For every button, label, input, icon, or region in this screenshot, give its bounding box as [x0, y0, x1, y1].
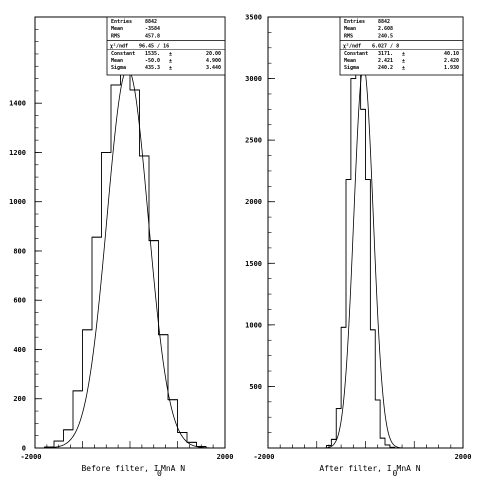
fit-param-label: Sigma — [344, 65, 359, 71]
fit-param-label: Constant — [344, 51, 368, 57]
stats-value: 457.8 — [145, 33, 160, 39]
stats-label: RMS — [111, 33, 120, 39]
stats-box — [339, 16, 464, 76]
stats-box — [106, 16, 226, 76]
x-axis-title: Before filter, I — [81, 464, 158, 473]
stats-label: RMS — [344, 33, 353, 39]
chi2-label: χ²/ndf — [110, 44, 128, 50]
stats-label: Entries — [111, 19, 132, 25]
plus-minus-sign: ± — [169, 59, 172, 65]
y-tick-label: 3000 — [245, 75, 262, 83]
stats-value: -3584 — [145, 26, 160, 32]
y-tick-label: 1000 — [9, 198, 26, 206]
fit-param-error: 20.00 — [206, 51, 221, 57]
y-tick-label: 600 — [13, 297, 26, 305]
stats-label: Mean — [111, 26, 123, 32]
plus-minus-sign: ± — [169, 51, 172, 57]
fit-param-value: -50.0 — [145, 58, 160, 64]
fit-param-error: 3.440 — [206, 65, 221, 71]
x-tick-label-min: -2000 — [253, 453, 274, 461]
y-tick-label: 2500 — [245, 137, 262, 145]
stats-label: Mean — [344, 26, 356, 32]
y-tick-label: 1200 — [9, 149, 26, 157]
plot-frame — [267, 16, 464, 449]
histogram-outline — [326, 55, 396, 448]
fit-param-label: Constant — [111, 51, 135, 57]
fit-param-label: Mean — [344, 58, 356, 64]
y-tick-label: 3500 — [245, 14, 262, 22]
fit-param-value: 3171. — [378, 51, 393, 57]
plus-minus-sign: ± — [402, 59, 405, 65]
x-tick-label-max: 2000 — [455, 453, 472, 461]
fit-param-value: 1535. — [145, 51, 160, 57]
y-tick-label: 2000 — [245, 198, 262, 206]
fit-param-error: 40.10 — [444, 51, 459, 57]
fit-param-value: 435.3 — [145, 65, 160, 71]
gaussian-fit-curve — [42, 68, 218, 449]
fit-param-error: 2.420 — [444, 58, 459, 64]
stats-label: Entries — [344, 19, 365, 25]
plus-minus-sign: ± — [402, 51, 405, 57]
plus-minus-sign: ± — [402, 66, 405, 72]
fit-param-value: 2.421 — [378, 58, 393, 64]
fit-param-label: Sigma — [111, 65, 126, 71]
y-tick-label: 1000 — [245, 321, 262, 329]
chi2-value: 96.45 / 16 — [139, 44, 169, 50]
x-axis-title: After filter, I — [319, 464, 391, 473]
x-axis-title-subscript: 0 — [393, 469, 398, 478]
y-tick-label: 1500 — [245, 260, 262, 268]
fit-param-label: Mean — [111, 58, 123, 64]
stats-value: 8842 — [145, 19, 157, 25]
stats-value: 240.5 — [378, 33, 393, 39]
x-axis-title-subscript: 0 — [157, 469, 162, 478]
stats-value: 2.608 — [378, 26, 393, 32]
stats-value: 8842 — [378, 19, 390, 25]
x-tick-label-min: -2000 — [20, 453, 41, 461]
y-tick-label: 400 — [13, 346, 26, 354]
histogram-panel-after-filter: 500 1000 1500 2000 2500 3000 3500 -2000 2000 Entr… — [245, 14, 471, 479]
x-axis-title-unit: MnA N — [397, 464, 421, 473]
fit-param-error: 4.900 — [206, 58, 221, 64]
plus-minus-sign: ± — [169, 66, 172, 72]
y-tick-label: 500 — [249, 383, 262, 391]
y-tick-label: 0 — [22, 445, 26, 453]
y-tick-label: 800 — [13, 247, 26, 255]
histogram-outline — [44, 64, 207, 448]
histogram-panel-before-filter: 0 200 400 600 800 1000 1200 1400 -2000 2000 Entrie… — [9, 16, 234, 478]
fit-param-error: 1.930 — [444, 65, 459, 71]
fit-param-value: 240.2 — [378, 65, 393, 71]
y-tick-label: 200 — [13, 395, 26, 403]
chi2-label: χ²/ndf — [343, 44, 361, 50]
x-tick-label-max: 2000 — [217, 453, 234, 461]
chi2-value: 6.027 / 8 — [372, 44, 399, 50]
y-tick-label: 1400 — [9, 100, 26, 108]
x-axis-title-unit: MnA N — [161, 464, 185, 473]
